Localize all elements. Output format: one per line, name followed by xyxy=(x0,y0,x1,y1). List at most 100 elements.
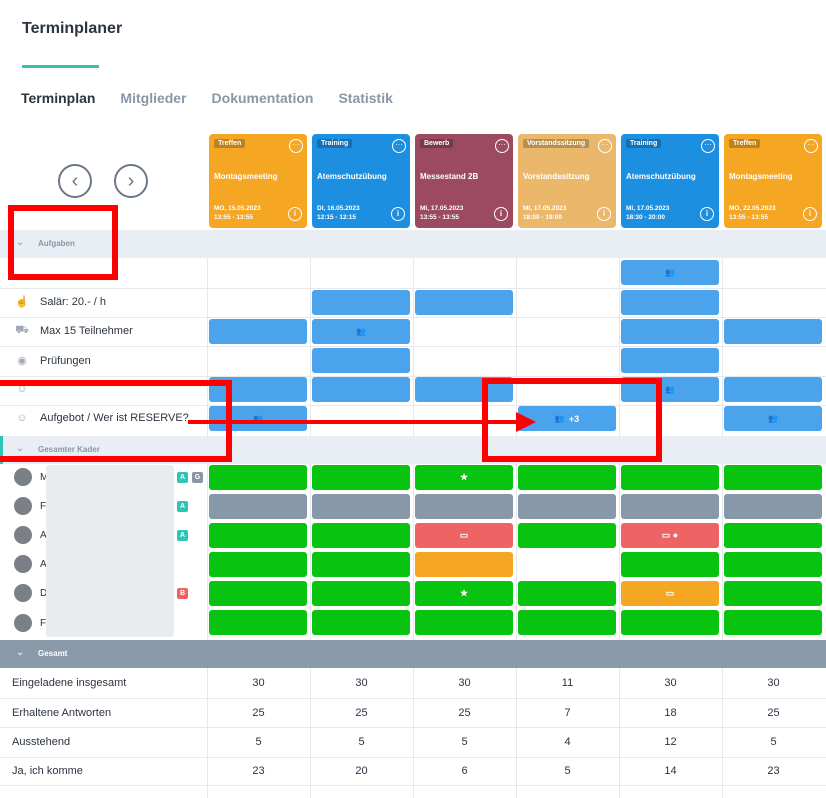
avatar[interactable] xyxy=(12,466,34,488)
member-name[interactable]: D xyxy=(40,588,48,599)
attendance-cell[interactable] xyxy=(415,610,513,635)
tasks-section-header[interactable]: ⌄ Aufgaben xyxy=(0,230,826,258)
previous-week-button[interactable]: ‹ xyxy=(58,164,92,198)
task-slot[interactable]: 👥 xyxy=(621,260,719,285)
event-card[interactable]: Training ··· Atemschutzübung DI, 16.05.2023… xyxy=(312,134,410,228)
more-options-icon[interactable]: ··· xyxy=(289,139,303,153)
task-slot[interactable] xyxy=(724,319,822,344)
attendance-cell[interactable]: ★ xyxy=(415,465,513,490)
event-card[interactable]: Bewerb ··· Messestand 2B MI, 17.05.2023 13:5… xyxy=(415,134,513,228)
member-name[interactable]: F xyxy=(40,501,47,512)
info-icon[interactable]: i xyxy=(288,207,302,221)
info-icon[interactable]: i xyxy=(494,207,508,221)
task-slot[interactable] xyxy=(312,290,410,315)
task-slot[interactable] xyxy=(621,348,719,373)
info-icon[interactable]: i xyxy=(391,207,405,221)
group-icon: 👥 xyxy=(253,414,263,423)
avatar[interactable] xyxy=(12,553,34,575)
attendance-cell[interactable] xyxy=(209,465,307,490)
attendance-cell[interactable] xyxy=(415,494,513,519)
avatar[interactable] xyxy=(12,582,34,604)
attendance-cell[interactable] xyxy=(209,581,307,606)
task-slot[interactable]: 👥 xyxy=(209,406,307,431)
chevron-left-icon: ‹ xyxy=(71,169,79,192)
attendance-cell[interactable] xyxy=(209,494,307,519)
member-name[interactable]: A xyxy=(40,559,47,570)
more-options-icon[interactable]: ··· xyxy=(701,139,715,153)
attendance-cell[interactable] xyxy=(312,494,410,519)
task-slot[interactable] xyxy=(312,377,410,402)
task-slot[interactable] xyxy=(621,319,719,344)
info-icon[interactable]: i xyxy=(803,207,817,221)
tab-mitglieder[interactable]: Mitglieder xyxy=(120,90,187,106)
task-slot[interactable] xyxy=(209,319,307,344)
avatar[interactable] xyxy=(12,495,34,517)
attendance-cell[interactable] xyxy=(518,610,616,635)
attendance-cell[interactable] xyxy=(621,494,719,519)
attendance-cell[interactable] xyxy=(724,581,822,606)
tab-statistik[interactable]: Statistik xyxy=(338,90,393,106)
attendance-cell[interactable] xyxy=(312,581,410,606)
tab-terminplan[interactable]: Terminplan xyxy=(21,90,96,106)
task-row-label[interactable]: ⛟ Max 15 Teilnehmer xyxy=(14,324,133,338)
summary-section-header[interactable]: ⌄ Gesamt xyxy=(0,640,826,668)
task-row-label[interactable]: ☝ Salär: 20.- / h xyxy=(14,295,106,309)
attendance-cell[interactable] xyxy=(724,494,822,519)
event-datetime: MI, 17.05.2023 13:55 - 13:55 xyxy=(420,204,463,222)
member-name[interactable]: A xyxy=(40,530,47,541)
attendance-cell[interactable]: ▭ ● xyxy=(621,523,719,548)
attendance-cell[interactable] xyxy=(724,552,822,577)
avatar[interactable] xyxy=(12,524,34,546)
task-label-text: Aufgebot / Wer ist RESERVE? xyxy=(40,412,189,424)
member-name[interactable]: M xyxy=(40,472,49,483)
task-slot[interactable] xyxy=(415,290,513,315)
task-slot[interactable] xyxy=(312,348,410,373)
attendance-cell[interactable] xyxy=(209,523,307,548)
task-slot[interactable]: 👥 xyxy=(724,406,822,431)
event-datetime: MI, 17.05.2023 18:00 - 19:00 xyxy=(523,204,566,222)
event-card[interactable]: Treffen ··· Montagsmeeting MO, 15.05.2023 13… xyxy=(209,134,307,228)
role-badge: A xyxy=(177,530,188,541)
task-slot[interactable]: 👥 xyxy=(312,319,410,344)
more-options-icon[interactable]: ··· xyxy=(804,139,818,153)
member-name[interactable]: F xyxy=(40,618,47,629)
task-row-label[interactable]: ☺ xyxy=(14,383,40,395)
attendance-cell[interactable]: ▭ xyxy=(415,523,513,548)
attendance-cell[interactable] xyxy=(312,552,410,577)
next-week-button[interactable]: › xyxy=(114,164,148,198)
attendance-cell[interactable] xyxy=(518,465,616,490)
attendance-cell[interactable] xyxy=(312,465,410,490)
task-row-label[interactable]: ◉ Prüfungen xyxy=(14,354,91,368)
attendance-cell[interactable] xyxy=(724,610,822,635)
more-options-icon[interactable]: ··· xyxy=(598,139,612,153)
attendance-cell[interactable] xyxy=(209,552,307,577)
attendance-cell[interactable] xyxy=(724,523,822,548)
attendance-cell[interactable] xyxy=(518,581,616,606)
attendance-cell[interactable]: ▭ xyxy=(621,581,719,606)
more-options-icon[interactable]: ··· xyxy=(392,139,406,153)
attendance-cell[interactable] xyxy=(621,552,719,577)
attendance-cell[interactable] xyxy=(621,465,719,490)
info-icon[interactable]: i xyxy=(700,207,714,221)
attendance-cell[interactable] xyxy=(518,494,616,519)
attendance-cell[interactable] xyxy=(209,610,307,635)
event-card[interactable]: Training ··· Atemschutzübung MI, 17.05.2023… xyxy=(621,134,719,228)
task-slot[interactable] xyxy=(621,290,719,315)
attendance-cell[interactable] xyxy=(724,465,822,490)
avatar[interactable] xyxy=(12,612,34,634)
grid-row-line xyxy=(0,376,826,377)
event-card[interactable]: Treffen ··· Montagsmeeting MO, 22.05.2023 13… xyxy=(724,134,822,228)
grid-row-line xyxy=(0,698,826,699)
tab-dokumentation[interactable]: Dokumentation xyxy=(211,90,314,106)
info-icon[interactable]: i xyxy=(597,207,611,221)
attendance-cell[interactable] xyxy=(621,610,719,635)
attendance-cell[interactable] xyxy=(518,523,616,548)
task-slot[interactable] xyxy=(724,377,822,402)
attendance-cell[interactable] xyxy=(312,523,410,548)
more-options-icon[interactable]: ··· xyxy=(495,139,509,153)
attendance-cell[interactable] xyxy=(415,552,513,577)
attendance-cell[interactable] xyxy=(312,610,410,635)
event-card[interactable]: Vorstandssitzung ··· Vorstandssitzung MI, 1… xyxy=(518,134,616,228)
attendance-cell[interactable]: ★ xyxy=(415,581,513,606)
task-row-label[interactable]: ☺ Aufgebot / Wer ist RESERVE? xyxy=(14,412,189,424)
